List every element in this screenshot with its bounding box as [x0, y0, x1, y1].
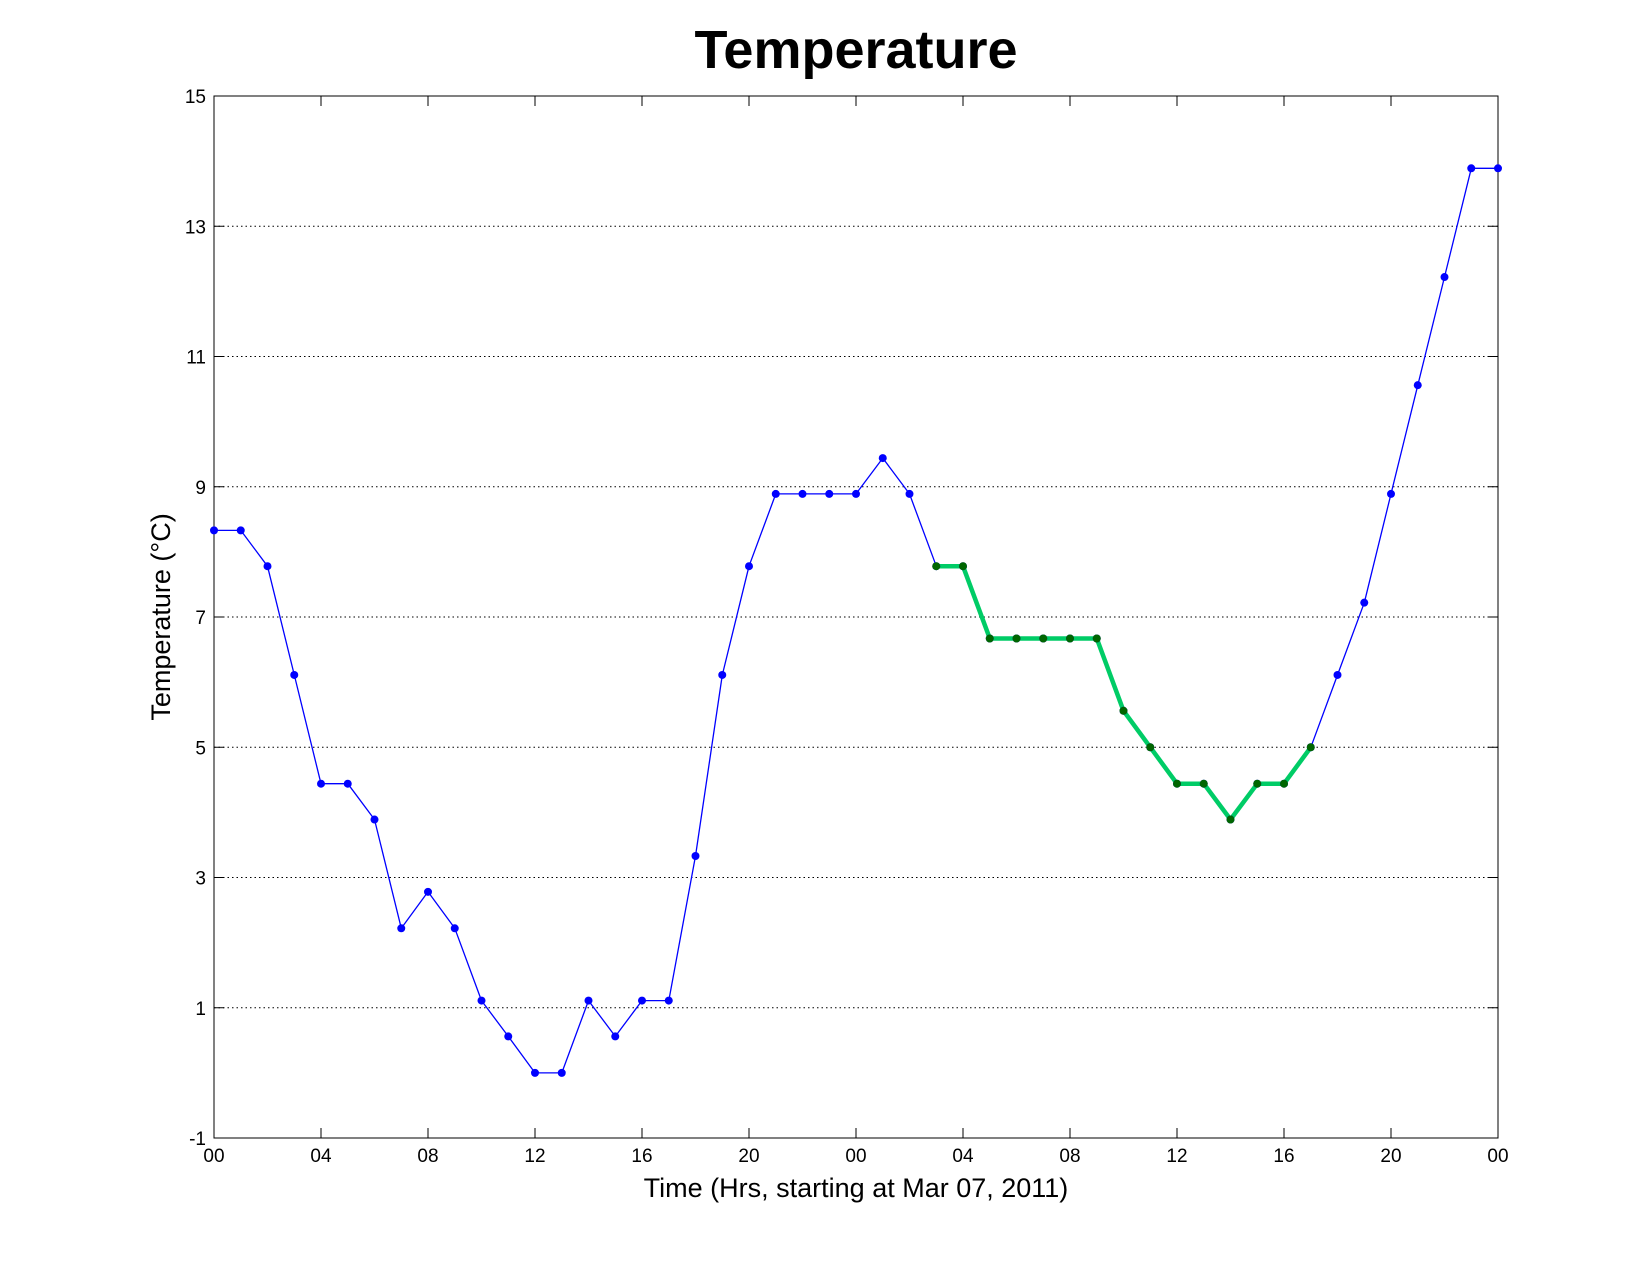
- data-point: [263, 562, 272, 571]
- data-point: [932, 562, 941, 571]
- data-point: [317, 779, 325, 788]
- data-point: [477, 996, 486, 1005]
- data-point: [1199, 779, 1208, 788]
- data-point: [1440, 273, 1449, 282]
- data-point: [1119, 706, 1128, 715]
- data-point: [504, 1032, 513, 1041]
- data-point: [343, 779, 352, 788]
- y-tick-label: 11: [186, 348, 206, 369]
- x-tick-label: 08: [417, 1146, 438, 1167]
- data-point: [905, 489, 914, 498]
- data-point: [959, 562, 967, 571]
- data-point: [825, 489, 834, 498]
- data-point: [1226, 815, 1235, 824]
- x-tick-label: 08: [1059, 1146, 1080, 1167]
- data-point: [557, 1068, 566, 1077]
- y-tick-label: 15: [185, 87, 206, 108]
- y-tick-label: 13: [185, 217, 206, 238]
- data-point: [1066, 634, 1074, 643]
- x-tick-label: 00: [203, 1146, 224, 1167]
- data-point: [664, 996, 673, 1005]
- x-tick-label: 16: [1273, 1146, 1294, 1167]
- data-point: [1360, 598, 1369, 607]
- data-point: [1092, 634, 1101, 643]
- data-point: [584, 996, 593, 1005]
- data-point: [1413, 381, 1422, 390]
- data-point: [1146, 743, 1155, 752]
- data-point: [1173, 779, 1181, 788]
- data-point: [424, 887, 432, 896]
- data-point: [1253, 779, 1262, 788]
- x-tick-label: 12: [1166, 1146, 1187, 1167]
- x-tick-label: 00: [845, 1146, 866, 1167]
- y-tick-label: 5: [195, 738, 206, 759]
- data-point: [210, 526, 218, 535]
- data-point: [1306, 743, 1315, 752]
- data-point: [1467, 164, 1476, 173]
- data-point: [1387, 489, 1395, 498]
- y-tick-label: 3: [195, 869, 206, 890]
- x-tick-label: 16: [631, 1146, 652, 1167]
- data-point: [852, 489, 860, 498]
- data-point: [798, 489, 807, 498]
- x-tick-label: 20: [1380, 1146, 1401, 1167]
- data-point: [1039, 634, 1048, 643]
- y-tick-label: 1: [195, 999, 206, 1020]
- x-tick-label: 12: [524, 1146, 545, 1167]
- data-point: [397, 924, 406, 933]
- y-tick-label: -1: [189, 1129, 206, 1150]
- data-point: [1012, 634, 1021, 643]
- data-point: [745, 562, 753, 571]
- data-point: [1494, 164, 1502, 173]
- x-tick-label: 20: [738, 1146, 759, 1167]
- x-axis-label: Time (Hrs, starting at Mar 07, 2011): [644, 1173, 1069, 1203]
- y-axis-label: Temperature (°C): [146, 513, 176, 720]
- data-point: [1280, 779, 1288, 788]
- chart-title: Temperature: [694, 20, 1017, 80]
- x-tick-label: 00: [1487, 1146, 1508, 1167]
- data-point: [638, 996, 646, 1005]
- data-series: [210, 164, 1502, 1077]
- data-point: [878, 454, 887, 463]
- data-point: [985, 634, 994, 643]
- data-point: [1333, 670, 1342, 679]
- data-point: [370, 815, 379, 824]
- x-tick-label: 04: [952, 1146, 974, 1167]
- data-point: [718, 670, 727, 679]
- data-point: [771, 489, 780, 498]
- data-point: [691, 852, 700, 861]
- data-point: [236, 526, 245, 535]
- y-tick-label: 7: [195, 608, 206, 629]
- x-tick-label: 04: [310, 1146, 332, 1167]
- y-tick-label: 9: [195, 478, 206, 499]
- data-point: [531, 1068, 539, 1077]
- data-point: [450, 924, 459, 933]
- data-point: [290, 670, 299, 679]
- data-point: [611, 1032, 620, 1041]
